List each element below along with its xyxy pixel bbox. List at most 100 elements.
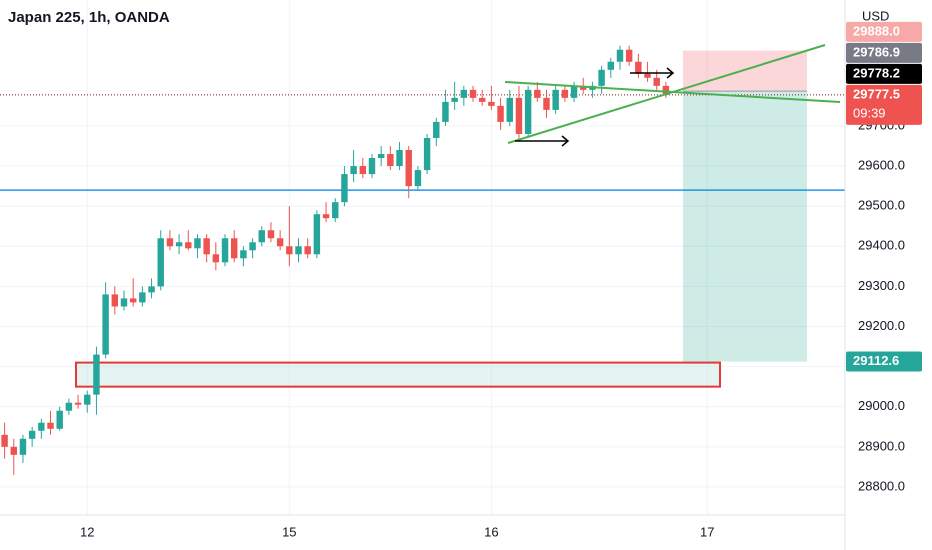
candle-body xyxy=(249,242,256,251)
candle-body xyxy=(28,430,36,439)
candle-body xyxy=(442,101,449,122)
candle-body xyxy=(203,238,210,255)
candle-body xyxy=(212,254,220,263)
candle-body xyxy=(580,85,587,90)
zone xyxy=(75,361,721,388)
candle-body xyxy=(10,446,17,455)
price-label: 29777.5 xyxy=(853,86,900,101)
trendline xyxy=(507,44,826,144)
candle-body xyxy=(433,121,440,138)
candle-body xyxy=(625,49,633,62)
y-tick-label: 28900.0 xyxy=(858,438,905,453)
candle-body xyxy=(616,49,624,62)
candle-body xyxy=(102,294,109,355)
candle-body xyxy=(653,77,660,86)
x-tick-label: 17 xyxy=(700,524,714,539)
y-tick-label: 29200.0 xyxy=(858,318,905,333)
candle-body xyxy=(368,158,376,175)
y-tick-label: 29500.0 xyxy=(858,198,905,213)
candle-body xyxy=(304,246,311,255)
candle-body xyxy=(515,97,523,134)
candle-body xyxy=(387,154,394,167)
candle-body xyxy=(552,89,559,110)
price-label: 29786.9 xyxy=(853,44,900,59)
candle-body xyxy=(120,298,128,307)
price-label-box xyxy=(846,84,922,125)
price-label: 29112.6 xyxy=(853,353,899,368)
target-zone xyxy=(683,91,807,362)
chart-title: Japan 225, 1h, OANDA xyxy=(8,9,170,26)
candle-body xyxy=(139,292,146,303)
time-axis xyxy=(0,515,845,550)
axes: 28800.028900.029000.029100.029200.029300… xyxy=(80,21,922,539)
candles xyxy=(1,45,670,475)
candle-body xyxy=(478,97,486,102)
candle-body xyxy=(221,238,229,263)
candle-body xyxy=(662,85,670,95)
trend-drawings xyxy=(504,44,841,147)
candle-body xyxy=(497,105,504,122)
candle-body xyxy=(322,214,330,219)
candle-body xyxy=(561,89,569,98)
grid xyxy=(0,0,845,515)
candle-body xyxy=(524,89,532,134)
candle-body xyxy=(488,101,495,106)
candle-body xyxy=(405,150,412,187)
candle-body xyxy=(240,250,247,259)
candle-body xyxy=(175,242,183,247)
price-label: 29888.0 xyxy=(853,23,900,38)
candle-body xyxy=(56,410,63,429)
x-tick-label: 12 xyxy=(80,524,94,539)
y-tick-label: 29000.0 xyxy=(858,398,905,413)
candle-body xyxy=(341,174,348,203)
candle-body xyxy=(543,97,550,110)
arrow-head xyxy=(666,67,675,79)
candle-body xyxy=(451,97,458,102)
candle-body xyxy=(396,150,403,167)
candle-body xyxy=(148,286,155,293)
candle-body xyxy=(644,73,651,78)
price-label: 29778.2 xyxy=(853,65,900,80)
price-label-box xyxy=(846,21,922,42)
candle-body xyxy=(19,438,27,455)
y-tick-label: 28800.0 xyxy=(858,478,905,493)
currency: USD xyxy=(862,8,889,23)
candle-body xyxy=(38,422,45,431)
candle-body xyxy=(65,402,73,411)
x-tick-label: 16 xyxy=(484,524,498,539)
candle-body xyxy=(194,238,201,249)
candle-body xyxy=(157,238,164,287)
candle-body xyxy=(267,230,275,239)
candle-body xyxy=(47,422,54,429)
candle-body xyxy=(350,166,357,175)
candle-body xyxy=(570,85,578,98)
candle-body xyxy=(635,61,642,74)
candle-body xyxy=(460,89,468,98)
candle-body xyxy=(607,61,615,70)
y-tick-label: 29400.0 xyxy=(858,238,905,253)
candle-body xyxy=(1,434,8,447)
candle-body xyxy=(506,97,513,122)
candle-body xyxy=(313,214,321,255)
candle-body xyxy=(423,137,431,171)
candle-body xyxy=(230,238,238,259)
y-tick-label: 29300.0 xyxy=(858,278,905,293)
candle-body xyxy=(185,242,192,249)
candle-body xyxy=(129,298,137,303)
price-label-box xyxy=(846,351,922,372)
x-tick-label: 15 xyxy=(282,524,296,539)
candle-body xyxy=(93,354,100,395)
candle-body xyxy=(377,154,385,159)
candle-body xyxy=(469,89,477,98)
candle-body xyxy=(84,394,91,405)
candle-body xyxy=(258,230,265,243)
candle-body xyxy=(598,69,605,86)
candle-body xyxy=(166,238,174,247)
arrow-head xyxy=(561,135,570,147)
candle-body xyxy=(74,402,82,405)
candle-body xyxy=(295,246,302,255)
candle-body xyxy=(414,170,422,187)
candle-body xyxy=(359,166,367,175)
countdown: 09:39 xyxy=(853,105,886,120)
